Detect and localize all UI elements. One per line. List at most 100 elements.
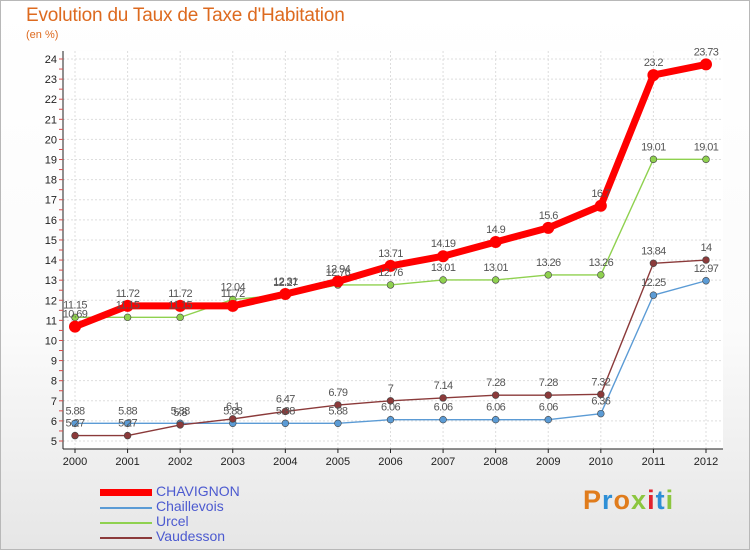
- data-label: 6.06: [381, 402, 400, 414]
- data-label: 12.04: [220, 281, 245, 293]
- data-label: 5.8: [173, 407, 187, 419]
- data-label: 6.06: [486, 402, 505, 414]
- data-label: 13.01: [431, 262, 456, 274]
- y-tick-label: 18: [45, 175, 57, 187]
- y-tick-label: 16: [45, 215, 57, 227]
- y-tick-label: 19: [45, 155, 57, 167]
- data-label: 10.69: [63, 309, 88, 321]
- data-label: 12.76: [326, 267, 351, 279]
- data-point: [386, 415, 395, 424]
- data-point: [489, 235, 502, 248]
- data-label: 12.76: [378, 267, 403, 279]
- data-label: 6.06: [539, 402, 558, 414]
- y-tick-label: 22: [45, 94, 57, 106]
- data-label: 16.7: [591, 188, 610, 200]
- x-tick-label: 2000: [63, 456, 87, 468]
- legend-label: Chaillevois: [156, 498, 224, 514]
- data-point: [281, 419, 290, 428]
- y-tick-label: 8: [51, 376, 57, 388]
- data-point: [649, 259, 658, 267]
- x-tick-label: 2006: [378, 456, 402, 468]
- data-label: 11.15: [116, 299, 140, 311]
- data-point: [439, 276, 447, 284]
- logo-letter: t: [655, 485, 666, 515]
- y-tick-label: 6: [51, 416, 57, 428]
- data-label: 13.01: [483, 262, 508, 274]
- data-point: [281, 407, 290, 416]
- y-tick-label: 10: [45, 335, 57, 347]
- y-tick-label: 21: [45, 114, 57, 126]
- data-point: [700, 58, 712, 71]
- data-label: 11.15: [168, 299, 192, 311]
- data-point: [334, 401, 342, 409]
- logo-letter: i: [665, 485, 675, 515]
- data-point: [386, 397, 395, 405]
- data-point: [279, 288, 292, 301]
- y-tick-label: 9: [51, 356, 57, 368]
- data-label: 13.26: [536, 257, 561, 269]
- data-label: 14.9: [486, 224, 505, 236]
- y-tick-label: 24: [45, 54, 57, 66]
- data-point: [542, 221, 555, 234]
- y-tick-label: 14: [45, 255, 57, 267]
- data-point: [121, 299, 134, 312]
- legend-item: Chaillevois: [100, 498, 360, 514]
- data-label: 12.31: [273, 276, 298, 288]
- data-point: [229, 415, 237, 423]
- data-label: 5.88: [118, 405, 137, 417]
- y-tick-label: 20: [45, 134, 57, 146]
- data-label: 12.97: [694, 263, 719, 275]
- data-point: [176, 313, 184, 322]
- data-point: [544, 415, 552, 424]
- data-point: [123, 419, 132, 428]
- data-label: 11.72: [168, 288, 192, 300]
- y-tick-label: 5: [51, 436, 57, 448]
- logo-letter: P: [583, 485, 603, 515]
- data-label: 23.73: [694, 46, 719, 58]
- data-point: [649, 155, 658, 164]
- legend-label: Vaudesson: [156, 528, 226, 544]
- data-point: [491, 276, 500, 284]
- legend-label: Urcel: [156, 513, 189, 529]
- data-label: 6.36: [591, 396, 610, 408]
- data-point: [702, 277, 710, 285]
- y-tick-label: 13: [45, 275, 57, 287]
- logo-letter: r: [602, 485, 614, 515]
- data-point: [647, 69, 660, 82]
- data-point: [331, 275, 344, 288]
- data-point: [649, 291, 658, 299]
- data-label: 6.06: [434, 402, 453, 414]
- data-point: [176, 421, 184, 429]
- data-point: [123, 313, 132, 322]
- data-label: 7.14: [434, 380, 453, 392]
- legend-label: CHAVIGNON: [156, 483, 240, 499]
- data-label: 11.72: [116, 288, 140, 300]
- legend-swatch: [100, 522, 152, 524]
- y-tick-label: 7: [51, 396, 57, 408]
- plot-area: [63, 51, 723, 449]
- data-label: 19.01: [694, 141, 719, 153]
- legend-swatch: [100, 507, 152, 509]
- data-point: [702, 256, 710, 264]
- data-point: [71, 419, 79, 428]
- data-point: [439, 415, 447, 424]
- y-tick-label: 23: [45, 74, 57, 86]
- y-tick-label: 11: [46, 315, 57, 327]
- data-label: 13.84: [641, 245, 666, 257]
- legend-item: Urcel: [100, 513, 360, 529]
- legend-item: CHAVIGNON: [100, 483, 360, 499]
- logo-letter: i: [647, 485, 656, 515]
- data-label: 7.32: [591, 376, 610, 388]
- data-label: 5.27: [65, 418, 84, 430]
- y-tick-label: 12: [45, 295, 57, 307]
- data-label: 6.47: [276, 393, 295, 405]
- data-label: 5.88: [171, 405, 190, 417]
- data-label: 11.72: [221, 288, 245, 300]
- data-label: 6.1: [226, 401, 240, 413]
- data-point: [702, 155, 710, 164]
- data-point: [594, 199, 607, 212]
- data-label: 23.2: [644, 57, 663, 69]
- x-tick-label: 2011: [642, 456, 666, 468]
- x-tick-label: 2001: [115, 456, 139, 468]
